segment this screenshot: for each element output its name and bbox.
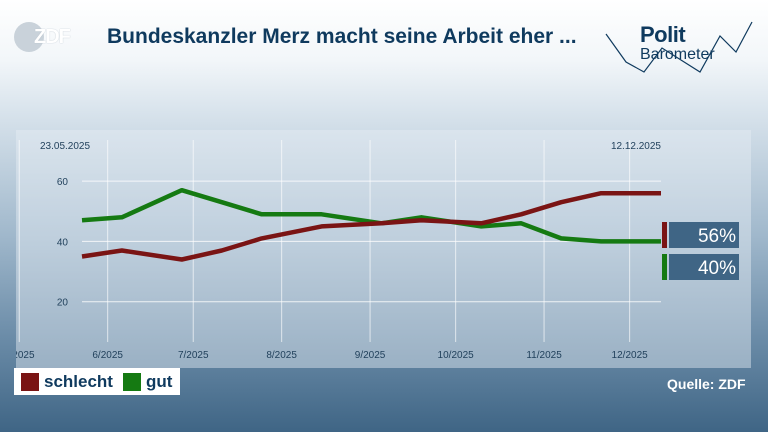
end-label-gut: 40% (698, 258, 736, 279)
zdf-logo-circle (14, 22, 44, 52)
legend: schlecht gut (14, 368, 181, 395)
source-note: Quelle: ZDF (667, 376, 746, 392)
end-label-box-schlecht (669, 222, 739, 248)
y-tick-label-40: 40 (57, 237, 69, 248)
legend-label-schlecht: schlecht (44, 371, 113, 391)
politbarometer-word-barometer: Barometer (640, 46, 715, 63)
politbarometer-word-polit: Polit (640, 22, 686, 47)
end-label-marker-schlecht (662, 222, 667, 248)
politbarometer-logo: Polit Barometer (604, 14, 754, 74)
zdf-logo-text: ZDF (34, 26, 71, 48)
y-tick-label-60: 60 (57, 177, 69, 188)
end-label-box-gut (669, 254, 739, 280)
chart-title: Bundeskanzler Merz macht seine Arbeit eh… (107, 25, 577, 48)
series-line-schlecht (81, 190, 661, 262)
zdf-logo: ZDF (14, 22, 78, 52)
legend-swatch-schlecht (21, 372, 39, 391)
x-tick-label-3: 8/2025 (266, 350, 297, 361)
date-end-label: 12.12.2025 (611, 141, 661, 152)
date-start-label: 23.05.2025 (40, 141, 90, 152)
end-label-schlecht: 56% (698, 226, 736, 247)
x-tick-label-0: 5/2025 (16, 350, 35, 361)
x-tick-label-1: 6/2025 (92, 350, 123, 361)
line-chart: 20 40 60 5/2025 6/2025 7/2025 8/2025 9/2025 10/2… (16, 140, 739, 361)
x-tick-label-5: 10/2025 (438, 350, 475, 361)
politbarometer-zigzag-icon (605, 21, 753, 73)
x-tick-label-6: 11/2025 (526, 350, 562, 361)
end-label-marker-gut (662, 254, 667, 280)
chart-panel: 20 40 60 5/2025 6/2025 7/2025 8/2025 9/2025 10/2… (16, 130, 751, 368)
y-tick-label-20: 20 (57, 298, 69, 309)
x-tick-label-4: 9/2025 (355, 350, 386, 361)
x-tick-label-7: 12/2025 (612, 350, 649, 361)
legend-swatch-gut (122, 372, 141, 391)
legend-label-gut: gut (145, 371, 173, 391)
x-tick-label-2: 7/2025 (178, 350, 209, 361)
